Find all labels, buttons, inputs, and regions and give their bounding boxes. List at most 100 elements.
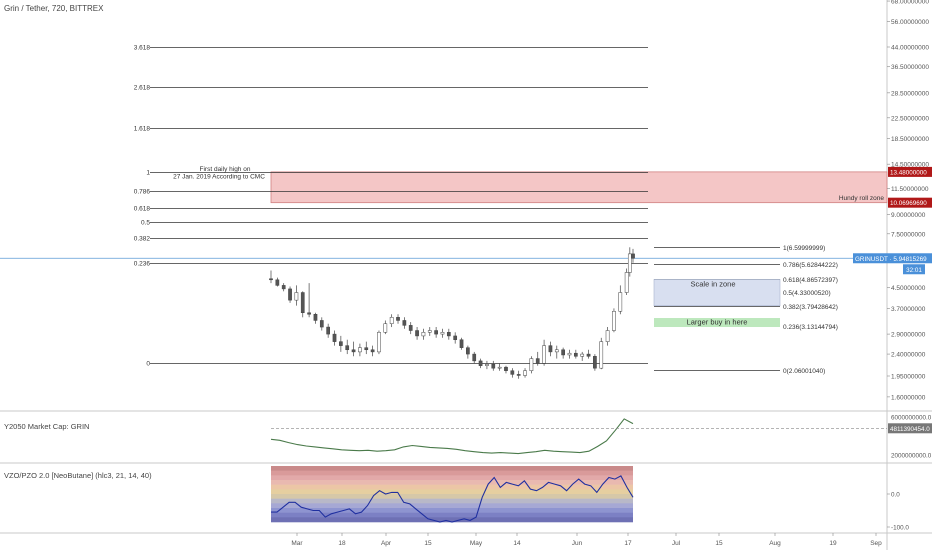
date-axis-label: Aug [769, 540, 781, 547]
fib-extension-label: 0.5 [141, 220, 150, 227]
red-zone-top-tag: 13.48000000 [890, 169, 927, 176]
fib-extension-label: 1.618 [134, 126, 151, 133]
price-candle [624, 272, 629, 293]
price-axis-label: 2.90000000 [891, 332, 926, 339]
price-axis-label: 18.50000000 [891, 136, 929, 143]
vzo-zone-band [271, 508, 633, 513]
price-candle [542, 345, 546, 364]
price-candle [427, 330, 432, 333]
fib-retracement-label: 0.5(4.33000520) [783, 290, 831, 297]
current-price-tag-bg [853, 253, 932, 264]
date-axis-label: 17 [624, 540, 632, 547]
price-candle [396, 317, 400, 321]
fib-retracement-label: 1(6.59999999) [783, 245, 825, 252]
price-axis-label: 7.50000000 [891, 231, 926, 238]
price-candle [631, 253, 635, 259]
scale-in-zone [653, 279, 781, 307]
price-candle [288, 288, 292, 301]
price-candle [307, 312, 311, 315]
price-axis-label: 56.00000000 [891, 19, 929, 26]
price-candle [466, 347, 470, 355]
price-candle [593, 356, 597, 369]
vzo-zone-band [271, 498, 633, 504]
vzo-zone-band [271, 489, 633, 495]
larger-buy-label: Larger buy in here [687, 318, 748, 327]
price-candle [377, 332, 381, 353]
larger-buy-box [654, 318, 780, 328]
price-candle [389, 317, 394, 324]
price-axis-label: 2.40000000 [891, 352, 926, 359]
hundy-roll-zone [270, 171, 888, 204]
scale-in-label: Scale in zone [690, 279, 735, 288]
fib-extension-label: 0 [146, 361, 150, 368]
price-candle [339, 341, 343, 346]
mcap-axis-label: 6000000000.0 [891, 415, 932, 422]
fib-extension-label: 3.618 [134, 45, 151, 52]
price-axis-label: 36.50000000 [891, 64, 929, 71]
price-candle [548, 345, 553, 353]
price-candle [383, 323, 388, 333]
price-axis-label: 14.50000000 [891, 162, 929, 169]
price-candle [459, 339, 464, 348]
red-zone-bottom-tag-bg [888, 197, 932, 208]
price-candle [294, 292, 299, 301]
price-axis-label: 44.00000000 [891, 45, 929, 52]
price-candle [567, 352, 572, 356]
mcap-current-tag: 4811390454.0 [890, 426, 930, 433]
price-candle [345, 345, 350, 351]
vzo-zone-band [271, 470, 633, 476]
price-candle [627, 253, 632, 273]
fib-retracement-label: 0.618(4.86572397) [783, 277, 838, 284]
price-candle [351, 349, 356, 353]
price-candle [618, 292, 623, 312]
price-candle [326, 326, 331, 335]
price-candle [485, 363, 489, 366]
price-candle [510, 370, 515, 375]
price-axis-label: 1.95000000 [891, 374, 926, 381]
date-axis-label: 14 [513, 540, 521, 547]
date-axis-label: 19 [829, 540, 837, 547]
vzo-zone-band [271, 484, 633, 490]
fib-extension-label: 0.786 [134, 189, 151, 196]
fib-retracement-label: 0.786(5.62844222) [783, 262, 838, 269]
first-high-annotation: First daily high on [200, 166, 251, 173]
price-candle [313, 313, 318, 321]
price-candle [561, 349, 565, 356]
mcap-title: Y2050 Market Cap: GRIN [4, 422, 89, 431]
price-candle [516, 374, 521, 376]
price-candle [529, 358, 534, 371]
price-candle [300, 292, 305, 313]
market-cap-line [270, 418, 634, 455]
price-candle [497, 366, 502, 369]
price-candle [440, 332, 445, 335]
price-axis-label: 22.50000000 [891, 115, 929, 122]
price-candle [364, 347, 369, 351]
price-candle [472, 353, 477, 362]
vzo-zone-band [271, 512, 633, 518]
price-candle [421, 332, 426, 337]
price-axis-label: 9.00000000 [891, 212, 926, 219]
vzo-zone-band [271, 503, 633, 509]
date-axis-label: May [470, 540, 483, 547]
vzo-zone-band [271, 475, 633, 481]
price-candle [580, 353, 585, 357]
date-axis-label: Sep [870, 540, 882, 547]
date-axis-label: Apr [381, 540, 392, 547]
price-candle [332, 333, 337, 342]
date-axis-label: Mar [291, 540, 303, 547]
price-candle [605, 330, 610, 342]
current-price-tag: GRINUSDT · 5.94815269 [855, 256, 927, 263]
fib-extension-label: 0.236 [134, 261, 151, 268]
price-candle [453, 335, 458, 340]
vzo-axis-label: 0.0 [891, 492, 900, 499]
price-candle [612, 311, 616, 331]
date-axis-label: Jun [572, 540, 583, 547]
date-axis-label: 15 [424, 540, 432, 547]
date-axis-label: 18 [338, 540, 346, 547]
mcap-current-tag-bg [888, 423, 932, 434]
date-axis-label: Jul [672, 540, 681, 547]
price-axis-label: 4.50000000 [891, 285, 926, 292]
price-candle [370, 349, 375, 353]
price-candle [535, 358, 540, 364]
